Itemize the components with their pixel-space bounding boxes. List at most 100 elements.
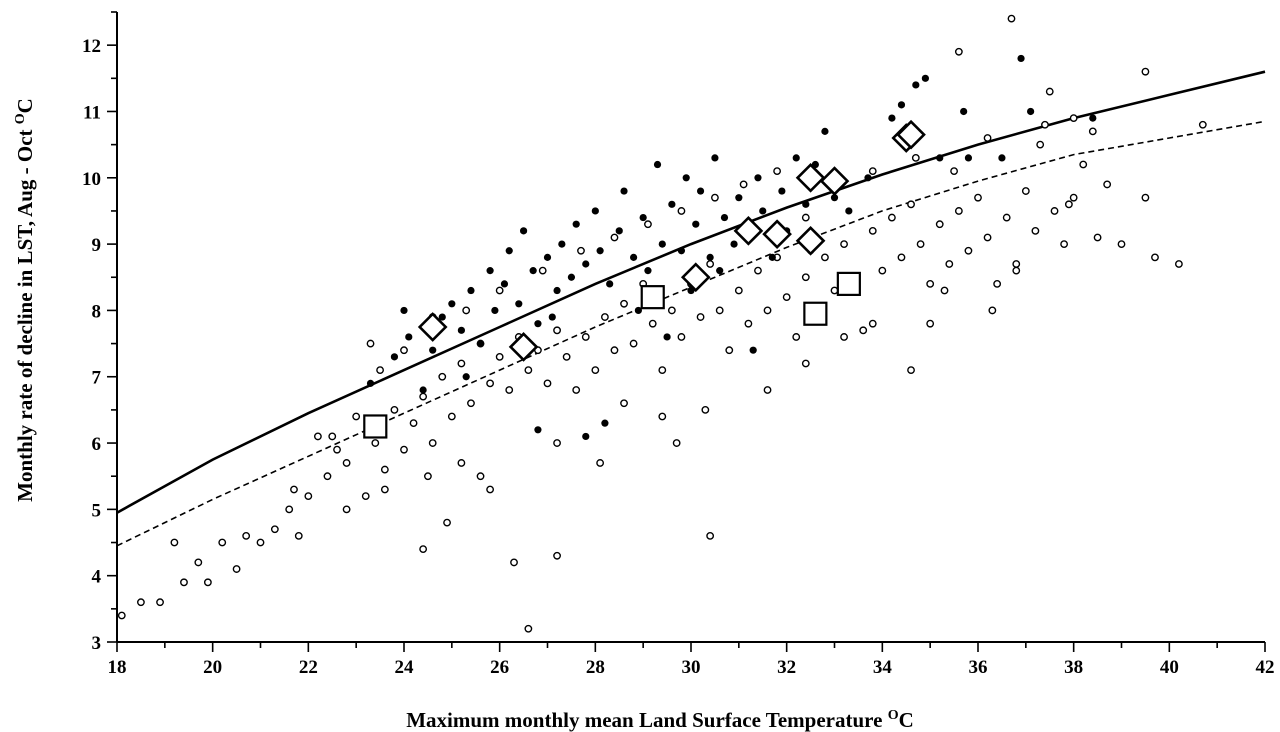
data-point-open xyxy=(610,346,619,355)
data-point-open xyxy=(419,392,428,401)
data-point-open xyxy=(1012,266,1021,275)
data-point-open xyxy=(419,545,428,554)
data-point-open xyxy=(954,207,963,215)
data-point-open xyxy=(620,299,628,308)
data-point-filled xyxy=(720,213,729,222)
data-point-open xyxy=(313,432,322,441)
data-point-filled xyxy=(897,101,906,109)
data-point-open xyxy=(486,485,494,494)
data-point-open xyxy=(1141,67,1150,76)
data-point-open xyxy=(117,611,126,620)
data-point-open xyxy=(940,286,949,295)
data-point-open xyxy=(868,319,877,328)
data-point-filled xyxy=(888,114,896,122)
data-point-filled xyxy=(505,247,513,255)
data-point-open xyxy=(1021,187,1030,195)
data-point-open xyxy=(467,399,475,408)
data-point-open xyxy=(562,352,571,361)
data-point-open xyxy=(821,253,829,262)
data-point-diamond xyxy=(896,119,926,150)
data-point-open xyxy=(342,505,351,514)
x-tick-label: 42 xyxy=(1256,657,1275,678)
data-point-open xyxy=(878,266,887,275)
data-point-filled xyxy=(1089,114,1097,122)
data-point-open xyxy=(868,167,877,176)
data-point-open xyxy=(983,233,992,242)
data-point-filled xyxy=(596,247,604,255)
x-tick-label: 20 xyxy=(203,657,222,678)
data-point-open xyxy=(667,306,676,315)
data-point-open xyxy=(868,226,877,235)
data-point-open xyxy=(495,286,504,295)
data-point-open xyxy=(734,286,743,295)
data-point-open xyxy=(443,518,451,527)
data-point-open xyxy=(203,578,212,587)
data-point-open xyxy=(1060,240,1069,249)
data-point-open xyxy=(538,266,547,275)
data-point-filled xyxy=(735,194,743,202)
data-point-open xyxy=(352,412,361,421)
data-point-open xyxy=(701,405,710,414)
data-point-filled xyxy=(591,207,599,215)
data-point-open xyxy=(763,306,772,315)
data-point-filled xyxy=(491,306,499,315)
data-point-open xyxy=(907,200,915,209)
x-tick-label: 34 xyxy=(873,657,893,678)
data-point-open xyxy=(476,472,485,481)
data-point-open xyxy=(801,213,810,222)
data-point-open xyxy=(926,279,935,288)
data-point-filled xyxy=(548,313,556,321)
x-tick-label: 32 xyxy=(777,657,796,678)
data-point-filled xyxy=(606,280,614,288)
data-point-filled xyxy=(567,273,576,281)
data-point-filled xyxy=(653,160,662,169)
x-tick-label: 24 xyxy=(395,657,415,678)
data-point-filled xyxy=(1027,107,1035,116)
data-point-diamond xyxy=(795,225,826,256)
data-point-open xyxy=(371,439,380,447)
data-point-filled xyxy=(553,286,561,295)
data-point-open xyxy=(907,366,915,375)
data-point-diamond xyxy=(762,219,792,249)
data-point-open xyxy=(677,207,686,215)
data-point-filled xyxy=(706,253,714,261)
x-axis-title-superscript: O xyxy=(888,708,899,723)
data-point-open xyxy=(1088,127,1097,136)
data-point-open xyxy=(572,386,581,394)
data-point-open xyxy=(285,505,294,514)
data-point-open xyxy=(1050,207,1059,215)
data-point-filled xyxy=(419,386,427,394)
y-tick-label: 3 xyxy=(92,633,102,654)
data-point-open xyxy=(1093,233,1102,242)
data-point-open xyxy=(1069,114,1078,123)
data-point-open xyxy=(333,445,341,454)
data-point-filled xyxy=(486,267,494,275)
data-point-filled xyxy=(620,187,628,195)
data-point-filled xyxy=(716,267,724,275)
data-point-filled xyxy=(663,333,671,341)
x-tick-label: 30 xyxy=(682,657,701,678)
data-point-open xyxy=(495,352,504,361)
data-point-filled xyxy=(692,220,700,228)
data-point-filled xyxy=(759,207,767,215)
data-point-open xyxy=(715,306,724,315)
y-tick-label: 8 xyxy=(92,301,102,322)
data-point-open xyxy=(366,339,375,348)
data-point-open xyxy=(739,180,748,189)
data-point-open xyxy=(553,439,561,447)
data-point-open xyxy=(677,333,686,341)
data-point-open xyxy=(510,558,518,567)
data-point-open xyxy=(1007,14,1016,23)
data-point-open xyxy=(1012,260,1021,268)
plot-area xyxy=(116,14,1266,633)
data-point-filled xyxy=(749,346,757,354)
y-tick-label: 4 xyxy=(92,567,102,588)
data-point-open xyxy=(711,193,719,202)
data-point-open xyxy=(180,578,188,587)
data-point-filled xyxy=(582,260,590,268)
data-point-filled xyxy=(634,306,642,315)
data-point-filled xyxy=(912,81,920,89)
data-point-open xyxy=(672,439,681,447)
data-point-filled xyxy=(960,107,968,116)
